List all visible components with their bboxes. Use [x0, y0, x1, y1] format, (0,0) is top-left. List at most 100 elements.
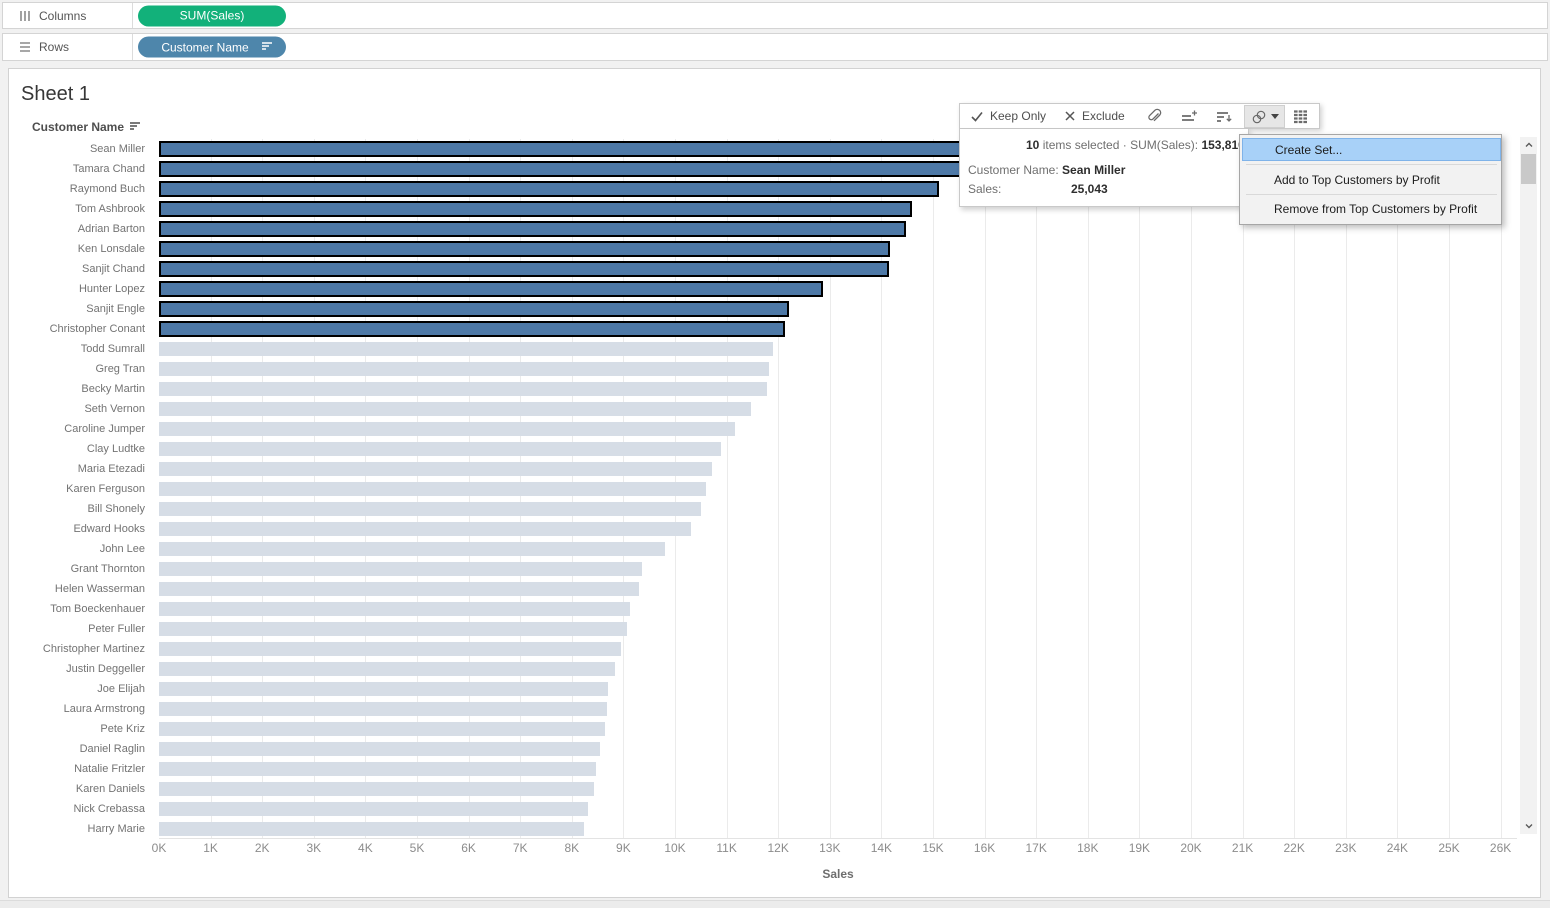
x-axis-tick-label: 9K	[616, 841, 631, 855]
horizontal-scrollbar[interactable]	[0, 900, 1550, 908]
scroll-down-arrow-icon[interactable]	[1520, 818, 1537, 834]
category-label[interactable]: Helen Wasserman	[54, 583, 145, 595]
category-label[interactable]: Raymond Buch	[69, 183, 145, 195]
sets-dropdown-button[interactable]	[1244, 105, 1285, 128]
bar[interactable]	[159, 822, 584, 836]
category-label[interactable]: John Lee	[99, 543, 145, 555]
bar[interactable]	[159, 402, 751, 416]
vertical-scrollbar[interactable]	[1520, 137, 1537, 834]
bar[interactable]	[159, 682, 608, 696]
category-label[interactable]: Harry Marie	[87, 823, 145, 835]
category-label[interactable]: Pete Kriz	[100, 723, 145, 735]
category-label[interactable]: Sanjit Chand	[82, 263, 145, 275]
bar[interactable]	[159, 622, 627, 636]
bar-selected[interactable]	[159, 301, 789, 317]
category-label[interactable]: Justin Deggeller	[66, 663, 145, 675]
row-header[interactable]: Customer Name	[32, 120, 142, 134]
bar-selected[interactable]	[159, 201, 913, 217]
scrollbar-thumb[interactable]	[1521, 154, 1536, 184]
category-label[interactable]: Karen Daniels	[75, 783, 145, 795]
bar-selected[interactable]	[159, 281, 824, 297]
category-label[interactable]: Tom Ashbrook	[75, 203, 145, 215]
keep-only-button[interactable]: Keep Only	[970, 104, 1046, 128]
bar[interactable]	[159, 462, 713, 476]
bar[interactable]	[159, 382, 768, 396]
category-label[interactable]: Maria Etezadi	[77, 463, 145, 475]
bar[interactable]	[159, 542, 665, 556]
bar[interactable]	[159, 362, 769, 376]
category-label[interactable]: Sean Miller	[89, 143, 145, 155]
sort-descending-icon[interactable]	[128, 121, 142, 132]
bar[interactable]	[159, 342, 773, 356]
selection-summary: 10 items selected · SUM(Sales): 153,810	[1026, 138, 1245, 152]
bar[interactable]	[159, 662, 615, 676]
category-label[interactable]: Joe Elijah	[97, 683, 145, 695]
category-label[interactable]: Becky Martin	[81, 383, 145, 395]
category-label[interactable]: Christopher Conant	[49, 323, 145, 335]
category-label[interactable]: Peter Fuller	[88, 623, 145, 635]
category-label[interactable]: Grant Thornton	[70, 563, 145, 575]
bar[interactable]	[159, 442, 721, 456]
scroll-up-arrow-icon[interactable]	[1520, 137, 1537, 153]
bar-selected[interactable]	[159, 321, 785, 337]
bar[interactable]	[159, 602, 631, 616]
menu-item-remove-from-top-customers[interactable]: Remove from Top Customers by Profit	[1274, 202, 1478, 216]
bar-selected[interactable]	[159, 241, 891, 257]
category-label[interactable]: Tamara Chand	[72, 163, 145, 175]
category-label[interactable]: Karen Ferguson	[66, 483, 145, 495]
menu-item-add-to-top-customers[interactable]: Add to Top Customers by Profit	[1274, 173, 1440, 187]
exclude-button[interactable]: Exclude	[1064, 104, 1125, 128]
x-axis-tick-label: 25K	[1438, 841, 1460, 855]
bar[interactable]	[159, 722, 606, 736]
bar[interactable]	[159, 562, 642, 576]
bar[interactable]	[159, 582, 639, 596]
bar[interactable]	[159, 482, 707, 496]
bar[interactable]	[159, 422, 736, 436]
category-label[interactable]: Seth Vernon	[84, 403, 145, 415]
category-label[interactable]: Clay Ludtke	[86, 443, 145, 455]
category-label[interactable]: Bill Shonely	[87, 503, 145, 515]
bar-selected[interactable]	[159, 221, 906, 237]
category-label[interactable]: Nick Crebassa	[73, 803, 145, 815]
add-to-filter-icon[interactable]	[1215, 108, 1233, 125]
category-label[interactable]: Sanjit Engle	[86, 303, 145, 315]
chart-pane[interactable]	[159, 139, 1517, 839]
rows-shelf: Rows Customer Name	[2, 33, 1548, 61]
category-label[interactable]: Edward Hooks	[73, 523, 145, 535]
bar[interactable]	[159, 642, 621, 656]
category-label[interactable]: Tom Boeckenhauer	[50, 603, 145, 615]
bar[interactable]	[159, 502, 701, 516]
x-axis-tick-label: 5K	[409, 841, 425, 855]
bar[interactable]	[159, 762, 596, 776]
columns-pill-sum-sales[interactable]: SUM(Sales)	[138, 5, 286, 26]
bar[interactable]	[159, 522, 691, 536]
x-axis-tick-label: 3K	[306, 841, 322, 855]
bar[interactable]	[159, 782, 594, 796]
category-label[interactable]: Todd Sumrall	[80, 343, 145, 355]
check-icon	[971, 111, 983, 122]
bar[interactable]	[159, 802, 589, 816]
bar[interactable]	[159, 702, 607, 716]
menu-item-create-set[interactable]: Create Set...	[1242, 138, 1501, 161]
x-axis-title: Sales	[822, 867, 854, 881]
category-label[interactable]: Ken Lonsdale	[77, 243, 145, 255]
category-label[interactable]: Adrian Barton	[77, 223, 145, 235]
category-label[interactable]: Christopher Martinez	[42, 643, 145, 655]
group-members-paperclip-icon[interactable]	[1145, 108, 1162, 125]
bar-selected[interactable]	[159, 261, 889, 277]
rows-pill-customer-name[interactable]: Customer Name	[138, 36, 286, 58]
view-data-icon[interactable]	[1292, 108, 1310, 125]
bar[interactable]	[159, 742, 600, 756]
create-group-icon[interactable]	[1180, 108, 1198, 125]
category-label[interactable]: Greg Tran	[95, 363, 145, 375]
category-label[interactable]: Hunter Lopez	[78, 283, 145, 295]
pill-sort-descending-icon[interactable]	[261, 41, 274, 53]
category-label[interactable]: Laura Armstrong	[63, 703, 145, 715]
x-axis-tick-label: 22K	[1283, 841, 1305, 855]
bar-selected[interactable]	[159, 181, 939, 197]
columns-shelf: Columns SUM(Sales)	[2, 2, 1548, 29]
category-label[interactable]: Natalie Fritzler	[74, 763, 145, 775]
selected-count: 10	[1026, 138, 1040, 152]
category-label[interactable]: Daniel Raglin	[79, 743, 145, 755]
category-label[interactable]: Caroline Jumper	[64, 423, 145, 435]
